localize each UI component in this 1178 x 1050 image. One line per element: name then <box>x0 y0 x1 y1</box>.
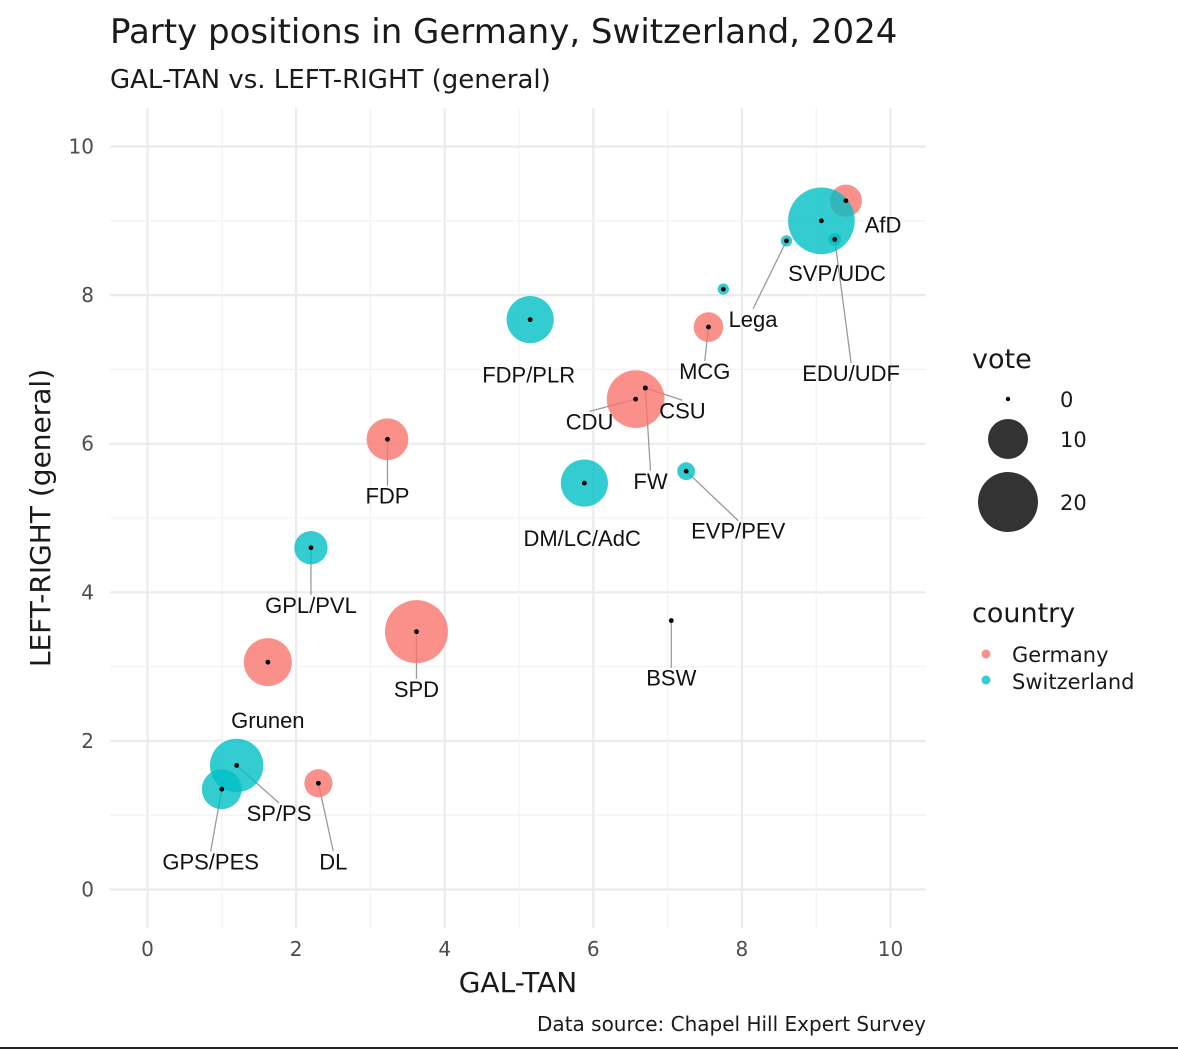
size-legend: vote 0 10 20 <box>972 344 1087 532</box>
point-center <box>315 780 321 786</box>
point-center <box>219 786 225 792</box>
point-center <box>784 238 789 244</box>
color-legend-title: country <box>972 598 1075 629</box>
x-tick-label: 8 <box>736 937 749 961</box>
label-bsw: BSW <box>646 666 696 691</box>
label-grunen: Grunen <box>231 708 304 733</box>
y-axis-ticks: 0 2 4 6 8 10 <box>69 135 94 902</box>
point-center <box>832 236 838 242</box>
y-tick-label: 10 <box>69 135 94 159</box>
legend-label-switzerland: Switzerland <box>1012 670 1135 694</box>
x-tick-label: 4 <box>438 937 451 961</box>
y-tick-label: 0 <box>81 878 94 902</box>
label-cdu: CDU <box>566 409 614 434</box>
label-fdp-plr: FDP/PLR <box>482 363 575 388</box>
label-mcg: MCG <box>679 359 730 384</box>
point-center <box>668 618 674 623</box>
legend-label-germany: Germany <box>1012 643 1109 667</box>
point-center <box>819 218 824 224</box>
caption: Data source: Chapel Hill Expert Survey <box>537 1012 926 1036</box>
label-fdp: FDP <box>365 484 409 509</box>
size-legend-key-20 <box>978 472 1038 532</box>
point-center <box>706 324 711 330</box>
legend-swatch-germany <box>981 649 991 659</box>
point-center <box>642 385 648 391</box>
point-center <box>527 317 533 323</box>
y-tick-label: 6 <box>81 432 94 456</box>
color-legend: country Germany Switzerland <box>972 598 1135 694</box>
x-tick-label: 10 <box>878 937 903 961</box>
size-legend-label-20: 20 <box>1060 491 1087 515</box>
point-center <box>633 396 639 402</box>
leader-line <box>685 470 739 522</box>
point-center <box>308 545 314 551</box>
label-gps-pes: GPS/PES <box>162 849 259 874</box>
point-center <box>720 286 726 292</box>
x-tick-label: 6 <box>587 937 600 961</box>
label-lega: Lega <box>729 307 779 332</box>
leader-line <box>752 240 788 310</box>
size-legend-title: vote <box>972 344 1032 375</box>
size-legend-key-0 <box>1005 396 1011 402</box>
point-center <box>265 659 271 665</box>
y-tick-label: 8 <box>81 283 94 307</box>
label-dm-lc-adc: DM/LC/AdC <box>523 526 640 551</box>
leader-line <box>834 239 852 364</box>
point-center <box>843 198 849 204</box>
label-dl: DL <box>319 849 347 874</box>
party-labels: AfD SVP/UDC EDU/UDF Lega MCG CSU CDU FW FDP/PLR E… <box>162 213 901 875</box>
point-center <box>683 468 689 474</box>
y-axis-title: LEFT-RIGHT (general) <box>24 369 57 667</box>
label-fw: FW <box>633 469 667 494</box>
point-centers <box>219 198 849 792</box>
y-tick-label: 4 <box>81 580 94 604</box>
size-legend-label-10: 10 <box>1060 428 1087 452</box>
label-evp-pev: EVP/PEV <box>691 519 785 544</box>
point-center <box>581 480 587 486</box>
size-legend-label-0: 0 <box>1060 388 1073 412</box>
x-tick-label: 2 <box>290 937 303 961</box>
label-edu-udf: EDU/UDF <box>802 361 900 386</box>
x-axis-title: GAL-TAN <box>459 966 578 999</box>
chart-subtitle: GAL-TAN vs. LEFT-RIGHT (general) <box>110 65 551 95</box>
label-sp-ps: SP/PS <box>247 801 312 826</box>
point-center <box>234 763 240 768</box>
y-tick-label: 2 <box>81 729 94 753</box>
point-center <box>414 629 419 635</box>
legend-swatch-switzerland <box>981 675 991 685</box>
x-tick-label: 0 <box>141 937 154 961</box>
label-svp-udc: SVP/UDC <box>788 261 886 286</box>
bottom-border <box>0 1047 1178 1049</box>
size-legend-key-10 <box>988 419 1028 459</box>
label-spd: SPD <box>394 677 439 702</box>
point-center <box>385 436 390 442</box>
label-gpl-pvl: GPL/PVL <box>265 593 357 618</box>
chart-title: Party positions in Germany, Switzerland,… <box>110 12 897 52</box>
x-axis-ticks: 0 2 4 6 8 10 <box>141 937 903 961</box>
label-afd: AfD <box>865 213 902 238</box>
label-csu: CSU <box>659 398 705 423</box>
